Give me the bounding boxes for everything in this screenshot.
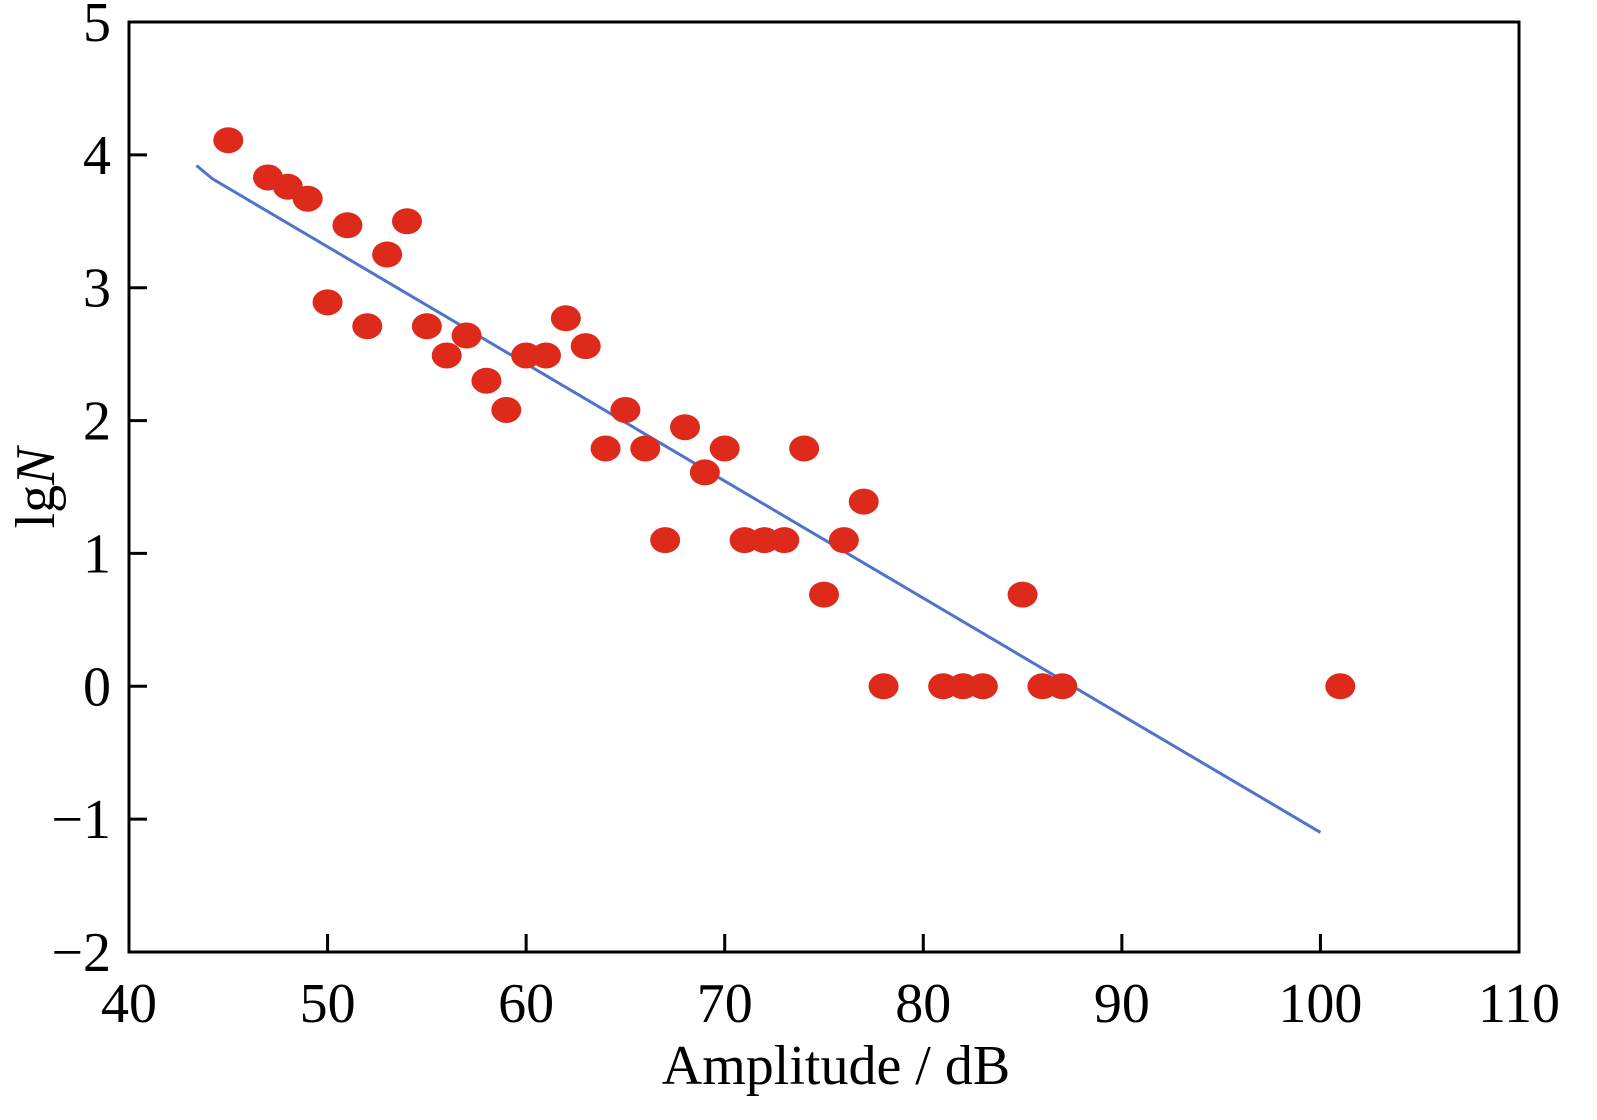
data-point [1325,673,1356,700]
data-point [411,313,442,340]
x-axis-title: Amplitude / dB [662,1035,1010,1097]
x-tick-label: 40 [101,973,157,1035]
data-point [967,673,998,700]
data-point [352,313,383,340]
y-tick-label: −1 [51,789,111,851]
data-point [531,342,561,369]
x-tick-label: 50 [300,973,356,1035]
data-point [809,581,839,608]
data-point [868,673,899,700]
x-tick-label: 110 [1478,973,1560,1035]
data-points [213,127,1356,700]
data-point [1047,673,1078,700]
plot-frame [127,20,1521,954]
data-point [312,289,343,316]
y-axis-title: lgN [5,445,67,529]
data-point [372,241,403,268]
data-point [610,396,641,423]
y-tick-label: 3 [83,258,111,320]
data-point [630,435,661,462]
data-point [670,414,700,441]
x-tick-label: 60 [498,973,554,1035]
data-point [848,488,879,515]
data-point [590,435,621,462]
data-point [451,322,482,349]
x-tick-label: 100 [1278,973,1362,1035]
data-point [789,435,820,462]
data-point [1007,581,1038,608]
data-point [709,435,740,462]
x-tick-label: 80 [895,973,951,1035]
data-point [769,527,800,554]
data-point [650,527,681,554]
y-axis-title-variable: N [5,445,67,486]
data-point [491,396,522,423]
data-point [689,459,720,486]
x-tick-label: 90 [1094,973,1150,1035]
y-tick-label: 5 [83,0,111,54]
x-tick-label: 70 [697,973,753,1035]
y-axis-title-prefix: lg [5,485,67,529]
data-point [431,342,462,369]
axis-ticks [127,20,1521,954]
data-point [471,367,502,394]
y-tick-label: 4 [83,125,111,187]
fit-line-layer [195,164,1322,834]
tick-labels: 40 50 60 70 80 90 100 110 −2 −1 0 1 2 3 4 5 [51,0,1560,1035]
data-point [213,127,244,154]
data-point [392,208,422,235]
y-tick-label: 1 [83,523,111,585]
data-point [550,305,581,332]
data-point [828,527,859,554]
y-tick-label: 2 [83,391,111,453]
data-point [332,212,363,239]
data-point [292,185,323,212]
y-tick-label: 0 [83,656,111,718]
data-point [570,333,601,360]
y-tick-label: −2 [51,922,111,984]
fit-line [195,164,1322,834]
